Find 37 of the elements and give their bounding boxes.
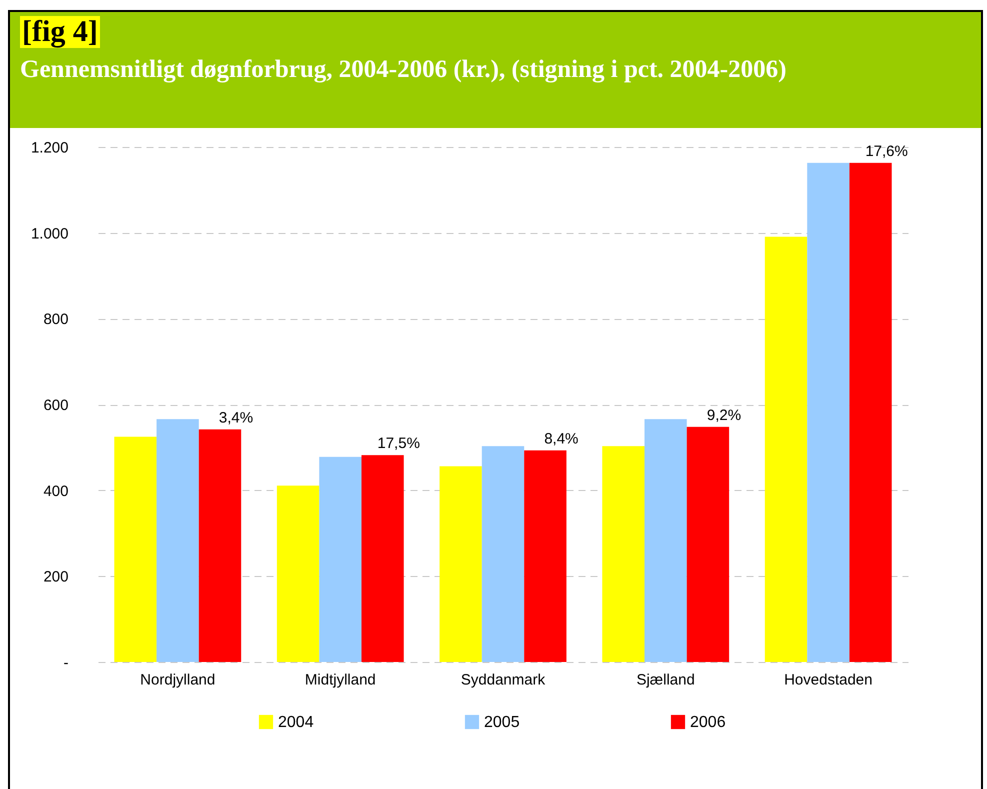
y-tick-label: 1.000	[30, 225, 68, 242]
bar	[764, 236, 808, 662]
annotation: 17,6%	[865, 142, 908, 160]
y-tick-label: -	[64, 654, 68, 672]
bar	[524, 450, 566, 662]
bar	[482, 446, 524, 662]
bar	[276, 486, 320, 662]
bar	[114, 436, 157, 662]
x-tick-label: Sjælland	[636, 672, 695, 688]
bar	[644, 419, 687, 662]
bar	[156, 419, 199, 662]
bar	[602, 446, 645, 662]
bar	[361, 455, 404, 662]
y-tick-label: 1.200	[30, 140, 68, 156]
x-tick-label: Syddanmark	[460, 672, 546, 688]
annotation: 3,4%	[218, 409, 254, 426]
annotation: 17,5%	[377, 435, 420, 452]
x-tick-label: Nordjylland	[140, 672, 216, 688]
bar	[807, 162, 850, 662]
y-tick-label: 800	[43, 311, 68, 328]
chart-title: [fig 4]	[20, 15, 100, 48]
legend-label: 2004	[278, 714, 314, 731]
legend-label: 2006	[690, 714, 726, 731]
bar	[319, 456, 362, 662]
legend-label: 2005	[484, 714, 520, 731]
bar	[686, 426, 730, 662]
annotation: 8,4%	[544, 430, 578, 448]
bar	[440, 466, 482, 662]
annotation: 9,2%	[706, 406, 742, 424]
x-tick-label: Midtjylland	[304, 672, 376, 688]
y-tick-label: 400	[43, 482, 68, 500]
x-tick-label: Hovedstaden	[784, 672, 873, 688]
y-tick-label: 200	[43, 568, 68, 586]
y-tick-label: 600	[43, 397, 68, 414]
bar	[849, 162, 892, 662]
chart-subtitle: Gennemsnitligt døgnforbrug, 2004-2006 (kr.), (stigning i pct. 2004-2006)	[20, 56, 788, 84]
bar	[198, 429, 242, 662]
